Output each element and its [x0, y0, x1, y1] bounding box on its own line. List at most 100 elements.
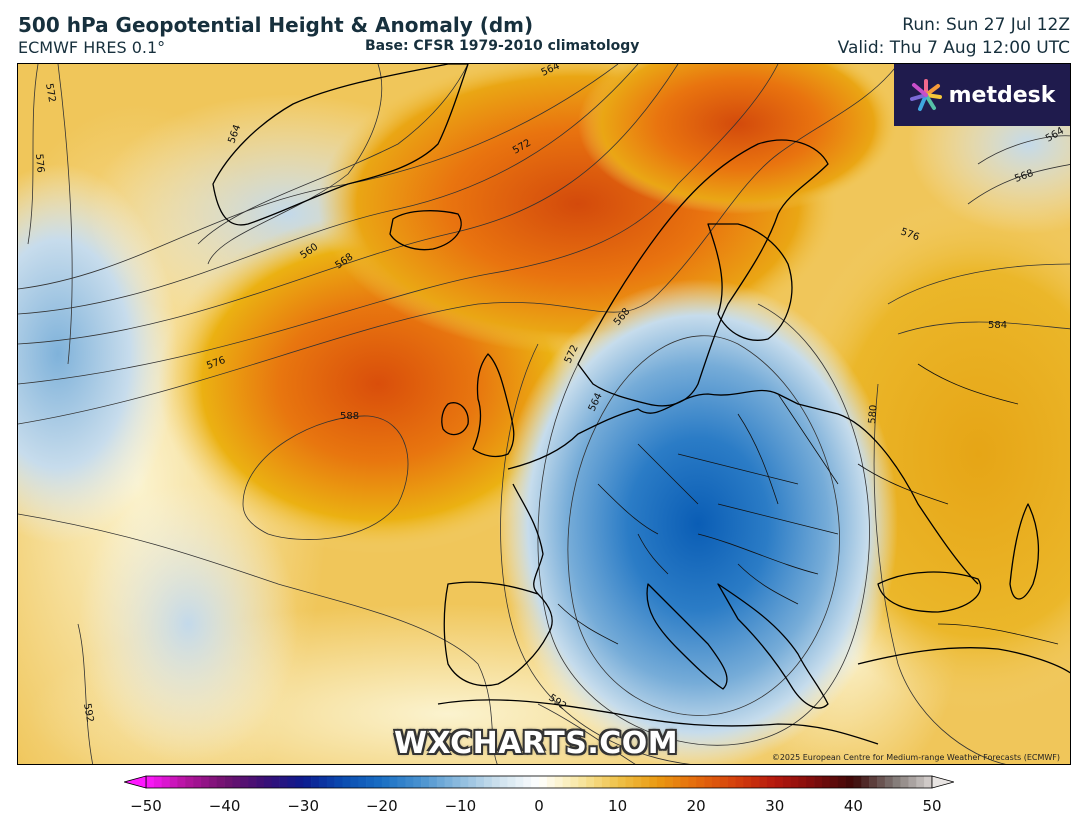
- colorbar-cell: [483, 776, 493, 788]
- ireland-coast: [441, 402, 469, 436]
- borders: [557, 363, 1059, 645]
- colorbar-tick-label: −40: [208, 797, 241, 815]
- colorbar-cell: [711, 776, 721, 788]
- contour-line: [77, 623, 94, 764]
- colorbar-cell: [869, 776, 878, 788]
- colorbar-cell: [161, 776, 170, 788]
- midatlantic-negative: [78, 484, 298, 764]
- colorbar-cell: [821, 776, 831, 788]
- border: [737, 413, 779, 505]
- contour-line: [57, 64, 73, 365]
- contour-line: [27, 64, 39, 245]
- colorbar-cell: [421, 776, 430, 788]
- north-africa-coast: [437, 699, 879, 745]
- iberia-coast: [443, 581, 553, 687]
- colorbar-cell: [853, 776, 862, 788]
- border: [597, 483, 659, 535]
- colorbar-tick-label: 50: [922, 797, 942, 815]
- colorbar-cell: [177, 776, 186, 788]
- colorbar-cell: [837, 776, 846, 788]
- border: [857, 463, 949, 505]
- contour-label: 592: [81, 703, 95, 724]
- colorbar-cell: [224, 776, 233, 788]
- colorbar-cell: [617, 776, 626, 788]
- colorbar-cell: [373, 776, 383, 788]
- colorbar-tick-label: 30: [765, 797, 785, 815]
- chart-title: 500 hPa Geopotential Height & Anomaly (d…: [18, 13, 534, 37]
- contour-label: 572: [43, 83, 57, 104]
- colorbar-cell: [515, 776, 524, 788]
- colorbar: [124, 775, 954, 789]
- continent-coast: [507, 389, 979, 585]
- contour-line: [967, 163, 1070, 205]
- colorbar-cell: [413, 776, 422, 788]
- colorbar-cell: [499, 776, 508, 788]
- colorbar-cell: [916, 776, 925, 788]
- contour-line: [18, 513, 498, 764]
- colorbar-cell: [491, 776, 500, 788]
- colorbar-low-extension: [124, 775, 147, 789]
- colorbar-cell: [900, 776, 909, 788]
- colorbar-cell: [193, 776, 202, 788]
- colorbar-cell: [444, 776, 453, 788]
- colorbar-cell: [263, 776, 273, 788]
- colorbar-cell: [358, 776, 367, 788]
- central-europe-low-anomaly: [498, 279, 898, 764]
- coastlines: [212, 64, 1070, 745]
- colorbar-tick-label: 20: [686, 797, 706, 815]
- colorbar-cell: [649, 776, 658, 788]
- border: [637, 443, 699, 505]
- border: [637, 533, 669, 575]
- anomaly-map[interactable]: 572 576 564 564 572 560 568 576 588 568 …: [18, 64, 1071, 765]
- colorbar-cell: [759, 776, 768, 788]
- colorbar-tick-label: −30: [287, 797, 320, 815]
- colorbar-cell: [562, 776, 571, 788]
- italy-coast: [646, 583, 728, 690]
- copyright-notice: ©2025 European Centre for Medium-range W…: [771, 753, 1060, 762]
- contour-line: [500, 343, 691, 764]
- colorbar-cell: [704, 776, 713, 788]
- watermark: WXCHARTS.COM: [394, 726, 679, 761]
- colorbar-cell: [641, 776, 650, 788]
- colorbar-cell: [311, 776, 320, 788]
- colorbar-cells: [146, 776, 933, 788]
- contour-label: 580: [867, 404, 880, 424]
- colorbar-cell: [790, 776, 799, 788]
- model-label: ECMWF HRES 0.1°: [18, 38, 166, 57]
- colorbar-cell: [256, 776, 265, 788]
- border: [777, 393, 839, 485]
- contour-line: [18, 64, 639, 315]
- colorbar-cell: [609, 776, 618, 788]
- colorbar-cell: [248, 776, 257, 788]
- colorbar-cell: [271, 776, 280, 788]
- colorbar-cell: [688, 776, 697, 788]
- colorbar-cell: [381, 776, 390, 788]
- contour-line: [897, 321, 1070, 335]
- colorbar-cell: [884, 776, 893, 788]
- greenland-coast: [212, 64, 469, 226]
- colorbar-cell: [798, 776, 807, 788]
- colorbar-cell: [397, 776, 406, 788]
- black-sea-coast: [877, 571, 982, 613]
- contour-line: [18, 64, 899, 425]
- colorbar-cell: [287, 776, 296, 788]
- colorbar-cell: [806, 776, 815, 788]
- logo-wordmark: metdesk: [948, 82, 1056, 108]
- border: [677, 453, 799, 485]
- contour-line: [873, 383, 1007, 764]
- colorbar-cell: [876, 776, 886, 788]
- colorbar-cell: [216, 776, 225, 788]
- colorbar-cell: [389, 776, 398, 788]
- colorbar-cell: [460, 776, 469, 788]
- colorbar-cell: [672, 776, 681, 788]
- balkans-coast: [717, 583, 829, 709]
- climatology-label: Base: CFSR 1979-2010 climatology: [365, 38, 640, 54]
- colorbar-cell: [845, 776, 854, 788]
- colorbar-cell: [727, 776, 736, 788]
- border: [937, 623, 1059, 645]
- border: [697, 533, 819, 575]
- colorbar-cell: [680, 776, 689, 788]
- map-panel[interactable]: 572 576 564 564 572 560 568 576 588 568 …: [17, 63, 1071, 765]
- colorbar-cell: [232, 776, 241, 788]
- colorbar-cell: [664, 776, 673, 788]
